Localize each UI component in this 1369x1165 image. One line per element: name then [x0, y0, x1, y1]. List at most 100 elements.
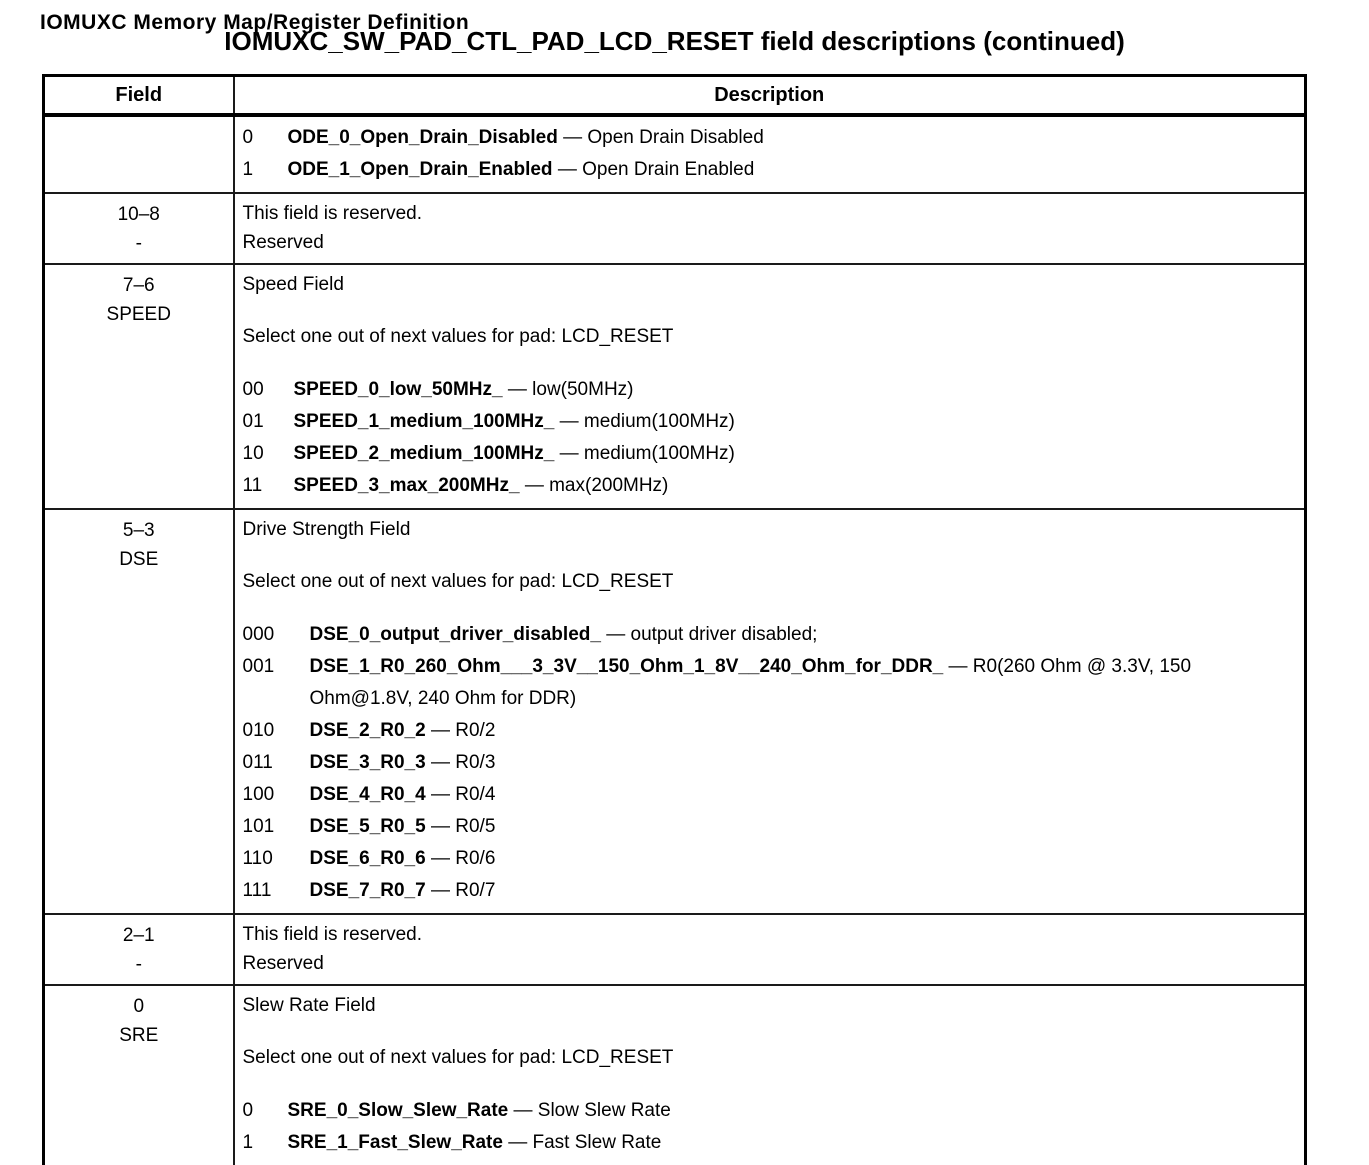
value-text: — R0/5 — [430, 816, 496, 837]
select-instruction: Select one out of next values for pad: L… — [242, 571, 674, 592]
value-line: 100 DSE_4_R0_4 — R0/4 — [243, 779, 1293, 811]
value-name: DSE_7_R0_7 — [309, 880, 426, 901]
value-name: DSE_3_R0_3 — [309, 752, 426, 773]
value-code: 0 — [242, 127, 254, 148]
field-bits: 10–8 — [117, 204, 160, 225]
description-cell: Drive Strength Field Select one out of n… — [233, 508, 1306, 914]
value-code: 1 — [242, 1132, 254, 1153]
value-name: SPEED_2_medium_100MHz_ — [293, 443, 555, 464]
select-instruction: Select one out of next values for pad: L… — [242, 326, 674, 347]
value-line: 00 SPEED_0_low_50MHz_ — low(50MHz) — [243, 374, 1293, 406]
value-name: SRE_1_Fast_Slew_Rate — [287, 1132, 503, 1153]
value-name: DSE_4_R0_4 — [309, 784, 426, 805]
value-text: — output driver disabled; — [606, 624, 818, 645]
value-line: 0 ODE_0_Open_Drain_Disabled — Open Drain… — [243, 122, 1293, 154]
value-line: 01 SPEED_1_medium_100MHz_ — medium(100MH… — [243, 406, 1293, 438]
value-text: — medium(100MHz) — [559, 443, 735, 464]
blank-line — [243, 544, 1293, 567]
value-text: — R0/6 — [430, 848, 496, 869]
field-name: SRE — [119, 1025, 159, 1046]
value-line: 101 DSE_5_R0_5 — R0/5 — [243, 811, 1293, 843]
value-code: 001 — [242, 656, 275, 677]
description-cell: 0 ODE_0_Open_Drain_Disabled — Open Drain… — [234, 115, 1306, 193]
value-text: — Open Drain Disabled — [563, 127, 764, 148]
field-cell — [43, 115, 235, 193]
value-code: 011 — [242, 752, 273, 773]
value-line: 0 SRE_0_Slow_Slew_Rate — Slow Slew Rate — [243, 1095, 1293, 1127]
field-bits: 7–6 — [122, 275, 155, 296]
value-line: 111 DSE_7_R0_7 — R0/7 — [243, 875, 1293, 907]
value-text: — R0(260 Ohm @ 3.3V, 150 Ohm@1.8V, 240 O… — [309, 656, 1192, 709]
description-cell: This field is reserved. Reserved — [233, 913, 1306, 985]
value-code: 00 — [242, 379, 264, 400]
value-line: 110 DSE_6_R0_6 — R0/6 — [243, 843, 1293, 875]
value-line: 011 DSE_3_R0_3 — R0/3 — [243, 747, 1293, 779]
value-code: 110 — [242, 848, 273, 869]
table-row-speed: 7–6 SPEED Speed Field Select one out of … — [43, 263, 1306, 509]
value-code: 100 — [242, 784, 275, 805]
field-name: SPEED — [106, 304, 171, 325]
value-name: SRE_0_Slow_Slew_Rate — [287, 1100, 509, 1121]
value-name: SPEED_1_medium_100MHz_ — [293, 411, 555, 432]
column-header-description: Description — [233, 75, 1306, 117]
value-code: 111 — [242, 880, 272, 901]
value-line: 010 DSE_2_R0_2 — R0/2 — [243, 715, 1293, 747]
value-line: 001 DSE_1_R0_260_Ohm___3_3V__150_Ohm_1_8… — [243, 651, 1293, 715]
blank-line — [243, 1020, 1293, 1043]
value-code: 000 — [242, 624, 275, 645]
value-text: — low(50MHz) — [507, 379, 634, 400]
field-name: - — [135, 233, 142, 254]
table-row-sre: 0 SRE Slew Rate Field Select one out of … — [43, 984, 1306, 1165]
field-cell: 0 SRE — [43, 984, 235, 1165]
value-text: — Open Drain Enabled — [557, 159, 755, 180]
value-name: DSE_0_output_driver_disabled_ — [309, 624, 601, 645]
field-cell: 10–8 - — [43, 192, 235, 264]
field-name: - — [135, 954, 142, 975]
field-cell: 2–1 - — [43, 913, 235, 985]
field-bits: 5–3 — [122, 520, 155, 541]
clipped-running-header: IOMUXC Memory Map/Register Definition — [40, 11, 470, 34]
field-bits: 0 — [133, 996, 145, 1017]
page-title: IOMUXC_SW_PAD_CTL_PAD_LCD_RESET field de… — [224, 26, 1125, 56]
blank-line — [243, 299, 1293, 322]
value-text: — medium(100MHz) — [559, 411, 735, 432]
value-name: DSE_6_R0_6 — [309, 848, 426, 869]
table-row-reserved-2-1: 2–1 - This field is reserved. Reserved — [43, 913, 1306, 985]
value-name: DSE_5_R0_5 — [309, 816, 426, 837]
blank-line — [243, 351, 1293, 374]
description-cell: This field is reserved. Reserved — [233, 192, 1306, 264]
table-header-row: Field Description — [43, 75, 1306, 117]
description-cell: Slew Rate Field Select one out of next v… — [233, 984, 1306, 1165]
value-code: 11 — [242, 475, 263, 496]
field-cell: 5–3 DSE — [43, 508, 235, 914]
value-line: 1 SRE_1_Fast_Slew_Rate — Fast Slew Rate — [243, 1127, 1293, 1159]
value-name: DSE_1_R0_260_Ohm___3_3V__150_Ohm_1_8V__2… — [309, 656, 944, 677]
column-header-field: Field — [43, 75, 235, 117]
value-line: 000 DSE_0_output_driver_disabled_ — outp… — [243, 619, 1293, 651]
value-name: DSE_2_R0_2 — [309, 720, 426, 741]
value-name: SPEED_3_max_200MHz_ — [293, 475, 520, 496]
value-code: 101 — [242, 816, 275, 837]
blank-line — [243, 596, 1293, 619]
field-title: Drive Strength Field — [242, 519, 411, 540]
value-name: ODE_1_Open_Drain_Enabled — [287, 159, 553, 180]
value-code: 1 — [242, 159, 254, 180]
field-bits: 2–1 — [122, 925, 155, 946]
field-name: DSE — [119, 549, 159, 570]
value-text: — max(200MHz) — [524, 475, 669, 496]
value-text: — R0/2 — [430, 720, 496, 741]
value-line: 10 SPEED_2_medium_100MHz_ — medium(100MH… — [243, 438, 1293, 470]
table-row-ode: 0 ODE_0_Open_Drain_Disabled — Open Drain… — [43, 115, 1306, 193]
field-descriptions-table: Field Description 0 ODE_0_Open_Drain_Dis… — [42, 74, 1307, 1165]
field-title: Slew Rate Field — [242, 995, 376, 1016]
value-name: SPEED_0_low_50MHz_ — [293, 379, 503, 400]
select-instruction: Select one out of next values for pad: L… — [242, 1047, 674, 1068]
value-name: ODE_0_Open_Drain_Disabled — [287, 127, 558, 148]
description-cell: Speed Field Select one out of next value… — [233, 263, 1306, 509]
description-paragraph: Reserved — [242, 953, 324, 974]
value-text: — Fast Slew Rate — [508, 1132, 662, 1153]
value-text: — R0/7 — [430, 880, 496, 901]
value-line: 1 ODE_1_Open_Drain_Enabled — Open Drain … — [243, 154, 1293, 186]
description-paragraph: This field is reserved. — [242, 924, 423, 945]
value-code: 01 — [242, 411, 264, 432]
